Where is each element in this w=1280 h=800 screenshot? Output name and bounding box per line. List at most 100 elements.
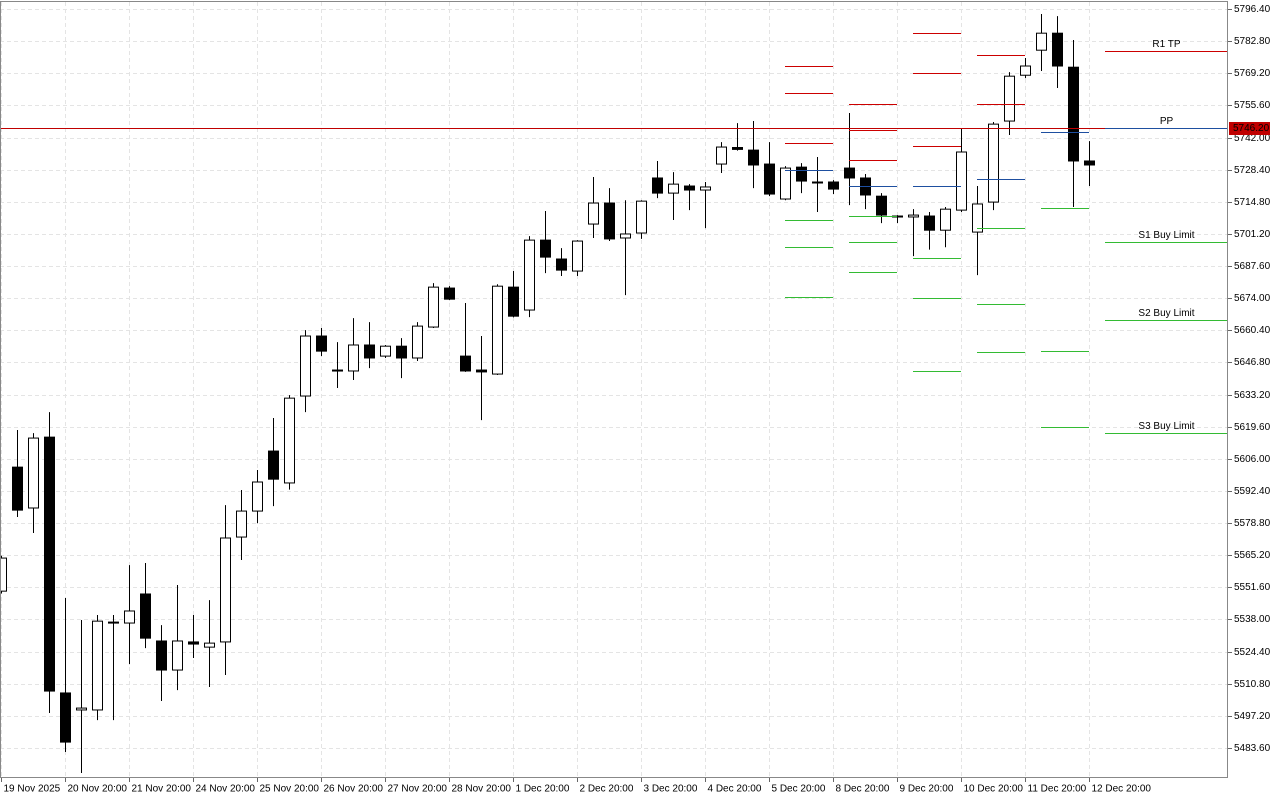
projection-label: S3 Buy Limit bbox=[1138, 421, 1194, 432]
candle-body bbox=[876, 195, 887, 216]
candle-body bbox=[268, 450, 279, 480]
y-tick-label: 5646.80 bbox=[1234, 357, 1271, 368]
candle-body bbox=[0, 557, 7, 592]
candle-body bbox=[764, 163, 775, 195]
y-tick-label: 5796.40 bbox=[1234, 4, 1271, 15]
candle-body bbox=[844, 167, 855, 179]
candle-body bbox=[44, 436, 55, 692]
projection-label: S2 Buy Limit bbox=[1138, 308, 1194, 319]
candle-body bbox=[508, 286, 519, 317]
candle-body bbox=[700, 186, 711, 191]
candle-body bbox=[796, 166, 807, 182]
x-tick-label: 9 Dec 20:00 bbox=[900, 784, 954, 795]
candle-body bbox=[156, 640, 167, 671]
candle-body bbox=[12, 466, 23, 511]
candle-body bbox=[284, 397, 295, 484]
candle-body bbox=[940, 208, 951, 231]
x-tick-label: 28 Nov 20:00 bbox=[452, 784, 512, 795]
candle-body bbox=[1052, 32, 1063, 67]
y-tick-label: 5619.60 bbox=[1234, 422, 1271, 433]
plot: R1 TP PP S1 Buy Limit S2 Buy Limit S3 Buy Li… bbox=[0, 14, 1228, 774]
candle-body bbox=[412, 325, 423, 359]
x-tick-label: 1 Dec 20:00 bbox=[516, 784, 570, 795]
candle-body bbox=[620, 233, 631, 239]
candle-body bbox=[300, 335, 311, 397]
candle-body bbox=[588, 202, 599, 225]
candle-body bbox=[428, 286, 439, 328]
candle-body bbox=[364, 344, 375, 359]
y-tick-label: 5565.20 bbox=[1234, 550, 1271, 561]
candle-body bbox=[188, 641, 199, 645]
x-tick-label: 27 Nov 20:00 bbox=[388, 784, 448, 795]
candle-body bbox=[1004, 75, 1015, 122]
candle-body bbox=[236, 510, 247, 538]
plot-frame bbox=[0, 1, 1228, 778]
x-tick-label: 25 Nov 20:00 bbox=[260, 784, 320, 795]
candle-body bbox=[492, 285, 503, 375]
candle-body bbox=[988, 123, 999, 203]
candle-body bbox=[316, 335, 327, 352]
candle-body bbox=[380, 345, 391, 357]
current-price-box bbox=[1229, 122, 1270, 135]
y-tick-label: 5538.00 bbox=[1234, 614, 1271, 625]
candle-body bbox=[76, 707, 87, 711]
candle-body bbox=[28, 437, 39, 509]
candle-body bbox=[396, 345, 407, 359]
x-tick-label: 11 Dec 20:00 bbox=[1028, 784, 1087, 795]
candle-body bbox=[1036, 32, 1047, 51]
candle-body bbox=[124, 610, 135, 624]
candle-body bbox=[332, 369, 343, 372]
candle-body bbox=[108, 621, 119, 624]
x-tick-label: 24 Nov 20:00 bbox=[196, 784, 256, 795]
grid bbox=[0, 2, 1228, 778]
projection-label: S1 Buy Limit bbox=[1138, 230, 1194, 241]
x-tick-label: 12 Dec 20:00 bbox=[1092, 784, 1152, 795]
candle-body bbox=[540, 239, 551, 258]
candle-body bbox=[684, 185, 695, 191]
candle-body bbox=[812, 181, 823, 184]
candle-body bbox=[172, 640, 183, 671]
y-tick-label: 5714.80 bbox=[1234, 197, 1271, 208]
y-tick-label: 5606.00 bbox=[1234, 454, 1271, 465]
x-tick-label: 19 Nov 2025 bbox=[4, 784, 61, 795]
x-tick-label: 20 Nov 20:00 bbox=[68, 784, 128, 795]
y-tick-label: 5633.20 bbox=[1234, 390, 1271, 401]
x-tick-label: 10 Dec 20:00 bbox=[964, 784, 1024, 795]
candle-body bbox=[60, 692, 71, 743]
y-tick-label: 5755.60 bbox=[1234, 100, 1271, 111]
candle-body bbox=[668, 183, 679, 194]
candle-body bbox=[636, 200, 647, 234]
candle-body bbox=[524, 239, 535, 311]
candle-body bbox=[972, 203, 983, 233]
y-tick-label: 5578.80 bbox=[1234, 518, 1271, 529]
candle-body bbox=[1084, 160, 1095, 166]
x-tick-label: 2 Dec 20:00 bbox=[580, 784, 634, 795]
candle-body bbox=[716, 146, 727, 165]
y-tick-label: 5660.40 bbox=[1234, 325, 1271, 336]
y-tick-label: 5524.40 bbox=[1234, 647, 1271, 658]
y-tick-label: 5592.40 bbox=[1234, 486, 1271, 497]
candle-body bbox=[924, 215, 935, 231]
x-tick-label: 21 Nov 20:00 bbox=[132, 784, 192, 795]
y-tick-label: 5674.00 bbox=[1234, 293, 1271, 304]
candle-body bbox=[444, 287, 455, 300]
y-tick-label: 5483.60 bbox=[1234, 743, 1271, 754]
candle-body bbox=[252, 481, 263, 512]
y-tick-label: 5687.60 bbox=[1234, 261, 1271, 272]
candle-body bbox=[780, 167, 791, 200]
x-tick-label: 4 Dec 20:00 bbox=[708, 784, 762, 795]
projection-label: R1 TP bbox=[1152, 39, 1180, 50]
y-tick-label: 5510.80 bbox=[1234, 679, 1271, 690]
y-tick-label: 5769.20 bbox=[1234, 68, 1271, 79]
candle-body bbox=[828, 181, 839, 190]
candle-body bbox=[956, 151, 967, 211]
y-tick-label: 5782.80 bbox=[1234, 36, 1271, 47]
x-tick-label: 5 Dec 20:00 bbox=[772, 784, 826, 795]
candle-body bbox=[572, 240, 583, 272]
y-tick-label: 5701.20 bbox=[1234, 229, 1271, 240]
y-tick-label: 5551.60 bbox=[1234, 582, 1271, 593]
y-tick-label: 5742.00 bbox=[1234, 133, 1271, 144]
